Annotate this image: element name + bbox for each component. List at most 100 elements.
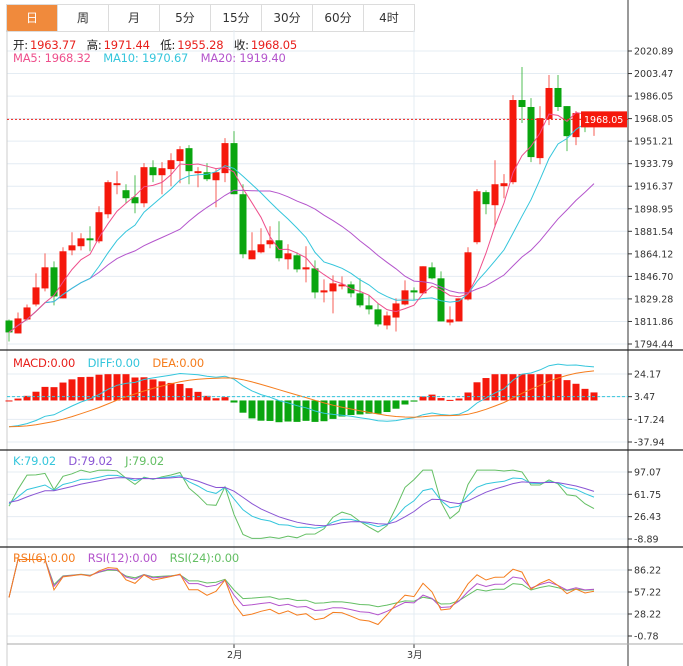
rsi24-line	[8, 559, 595, 608]
tab-15min[interactable]: 15分	[211, 5, 262, 31]
macd-bar	[221, 397, 229, 401]
macd-bar	[212, 398, 220, 401]
candle-down	[554, 87, 562, 108]
month-label: 2月	[227, 650, 243, 661]
candle-up	[284, 253, 292, 260]
candle-up	[212, 172, 220, 181]
rsi6-line	[8, 559, 595, 626]
candle-up	[572, 113, 580, 138]
candle-up	[329, 283, 337, 292]
macd-bar	[563, 380, 571, 401]
macd-bar	[509, 374, 517, 401]
macd-bar	[77, 377, 85, 401]
candle-down	[203, 172, 211, 180]
candle-up	[41, 267, 49, 289]
candle-up	[113, 183, 121, 186]
candle-up	[248, 250, 256, 260]
macd-bar	[320, 400, 328, 422]
candle-up	[536, 118, 544, 159]
macd-bar	[5, 400, 13, 402]
axis-label: 1986.05	[634, 92, 673, 103]
dea-line	[8, 370, 595, 428]
candle-down	[86, 238, 94, 241]
month-label: 3月	[407, 650, 423, 661]
candle-up	[473, 191, 481, 243]
candle-down	[5, 320, 13, 333]
macd-bar	[581, 388, 589, 401]
macd-bar	[113, 374, 121, 401]
open-value: 1963.77	[29, 38, 77, 52]
axis-label: 1829.28	[634, 294, 673, 305]
macd-bar	[68, 379, 76, 401]
candle-down	[374, 309, 382, 325]
macd-bar	[491, 374, 499, 401]
ma10-label: MA10: 1970.67	[103, 51, 189, 65]
current-price-tag	[581, 111, 627, 128]
macd-bar	[86, 376, 94, 401]
low-value: 1955.28	[177, 38, 224, 52]
candle-up	[32, 287, 40, 305]
candle-down	[50, 267, 58, 297]
macd-bar	[239, 400, 247, 413]
macd-bar	[293, 400, 301, 422]
macd-bar	[500, 374, 508, 401]
macd-bar	[149, 379, 157, 401]
candle-down	[428, 267, 436, 279]
j-line	[8, 469, 595, 539]
axis-label: 1811.86	[634, 317, 673, 328]
macd-bar	[122, 374, 130, 401]
macd-legend: MACD:0.00 DIFF:0.00 DEA:0.00	[13, 356, 206, 370]
axis-label: 1881.54	[634, 227, 673, 238]
candle-up	[158, 168, 166, 176]
macd-bar	[23, 395, 31, 401]
candle-down	[185, 148, 193, 172]
axis-label: 57.22	[634, 588, 661, 599]
ohlc-legend: 开: 1963.77 高: 1971.44 低: 1955.28 收: 1968.05	[13, 37, 299, 53]
macd-bar	[572, 383, 580, 401]
tab-week[interactable]: 周	[58, 5, 109, 31]
axis-label: 3.47	[634, 392, 655, 403]
close-label: 收:	[233, 38, 249, 52]
tab-5min[interactable]: 5分	[160, 5, 211, 31]
macd-bar	[545, 374, 553, 401]
candle-down	[482, 192, 490, 205]
axis-label: 61.75	[634, 490, 661, 501]
macd-bar	[140, 377, 148, 401]
ma20-line	[8, 183, 595, 333]
rsi24-label: RSI(24):0.00	[169, 551, 240, 565]
tab-day[interactable]: 日	[7, 5, 58, 31]
candle-down	[410, 290, 418, 293]
axis-label: 1916.37	[634, 182, 673, 193]
macd-bar	[392, 400, 400, 409]
macd-bar	[32, 391, 40, 401]
macd-bar	[374, 400, 382, 414]
candle-up	[500, 183, 508, 187]
candle-up	[140, 167, 148, 204]
tab-4hour[interactable]: 4时	[364, 5, 415, 31]
candle-up	[23, 307, 31, 320]
candle-down	[437, 278, 445, 322]
tab-60min[interactable]: 60分	[313, 5, 364, 31]
candle-up	[392, 303, 400, 318]
axis-label: -8.89	[634, 535, 659, 546]
macd-bar	[527, 374, 535, 401]
macd-bar	[518, 374, 526, 401]
high-label: 高:	[86, 38, 102, 52]
tab-month[interactable]: 月	[109, 5, 160, 31]
macd-bar	[104, 374, 112, 401]
axis-label: 2020.89	[634, 47, 673, 58]
candle-up	[266, 240, 274, 245]
macd-bar	[230, 400, 238, 403]
ma5-line	[8, 111, 595, 333]
axis-label: 24.17	[634, 370, 661, 381]
macd-bar	[482, 378, 490, 401]
kdj-legend: K:79.02 D:79.02 J:79.02	[13, 454, 166, 468]
candle-up	[509, 100, 517, 183]
rsi6-label: RSI(6):0.00	[13, 551, 76, 565]
macd-bar	[203, 395, 211, 401]
macd-bar	[284, 400, 292, 422]
tab-30min[interactable]: 30分	[262, 5, 313, 31]
candle-up	[95, 212, 103, 242]
macd-bar	[185, 388, 193, 401]
